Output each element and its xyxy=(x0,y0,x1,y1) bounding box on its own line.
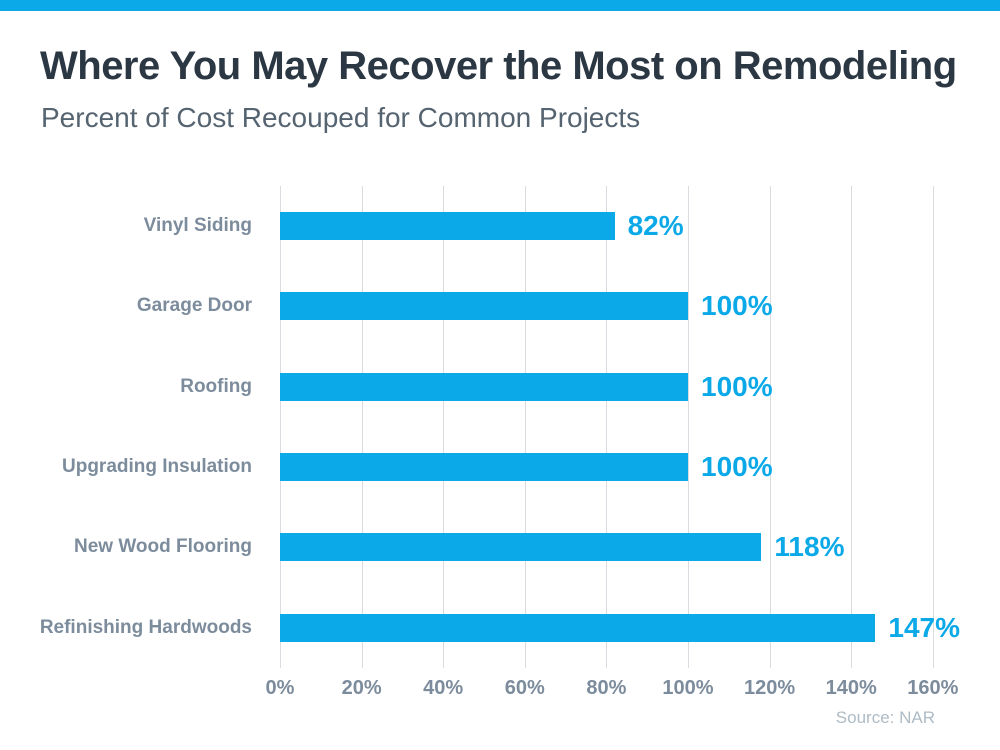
gridline xyxy=(932,186,934,668)
bar-refinishing-hardwoods xyxy=(280,613,876,642)
x-axis: 0% 20% 40% 60% 80% 100% 120% 140% 160% xyxy=(266,676,960,700)
x-tick-label: 100% xyxy=(662,677,714,699)
x-tick-label: 160% xyxy=(907,677,959,699)
gridline xyxy=(280,186,281,668)
category-label-roofing: Roofing xyxy=(180,375,252,397)
bar-new-wood-flooring xyxy=(280,533,762,562)
category-labels: Vinyl Siding Garage Door Roofing Upgradi… xyxy=(0,186,252,668)
top-accent-bar xyxy=(0,0,1000,11)
category-label-refinishing-hardwoods: Refinishing Hardwoods xyxy=(39,616,252,638)
chart-row: 147% xyxy=(280,588,960,668)
x-tick-label: 80% xyxy=(586,677,627,699)
x-tick-label: 20% xyxy=(341,677,382,699)
plot-area: 82% 100% 100% 100% 118% xyxy=(280,186,960,668)
gridline xyxy=(443,186,445,668)
chart-row: 100% xyxy=(280,427,960,507)
category-label-new-wood-flooring: New Wood Flooring xyxy=(73,536,252,558)
bar-vinyl-siding xyxy=(280,212,615,241)
bar-rows: 82% 100% 100% 100% 118% xyxy=(280,186,960,668)
gridline xyxy=(361,186,363,668)
source-credit: Source: NAR xyxy=(835,708,935,727)
bar-value-label: 100% xyxy=(701,290,773,322)
bar-upgrading-insulation xyxy=(280,453,688,482)
gridline xyxy=(769,186,771,668)
bar-value-label: 100% xyxy=(701,451,773,483)
bar-value-label: 100% xyxy=(701,370,773,402)
category-label-garage-door: Garage Door xyxy=(136,295,252,317)
x-tick-label: 60% xyxy=(504,677,545,699)
x-tick-label: 140% xyxy=(825,677,877,699)
gridline xyxy=(851,186,853,668)
x-tick-label: 120% xyxy=(744,677,796,699)
category-label-upgrading-insulation: Upgrading Insulation xyxy=(62,456,252,478)
chart-row: 100% xyxy=(280,347,960,427)
bar-garage-door xyxy=(280,292,688,321)
page-subtitle: Percent of Cost Recouped for Common Proj… xyxy=(41,102,641,133)
category-label-vinyl-siding: Vinyl Siding xyxy=(143,215,252,237)
gridline xyxy=(606,186,608,668)
bar-value-label: 82% xyxy=(627,210,684,242)
gridline xyxy=(524,186,526,668)
bar-roofing xyxy=(280,372,688,401)
bar-value-label: 118% xyxy=(774,531,845,563)
chart-row: 100% xyxy=(280,266,960,346)
gridline xyxy=(688,186,689,668)
x-tick-label: 0% xyxy=(265,677,295,699)
x-tick-label: 40% xyxy=(423,677,464,699)
bar-value-label: 147% xyxy=(888,611,960,643)
chart-row: 118% xyxy=(280,507,960,587)
page-title: Where You May Recover the Most on Remode… xyxy=(40,44,957,88)
chart-row: 82% xyxy=(280,186,960,266)
bar-chart: Vinyl Siding Garage Door Roofing Upgradi… xyxy=(0,186,1000,668)
